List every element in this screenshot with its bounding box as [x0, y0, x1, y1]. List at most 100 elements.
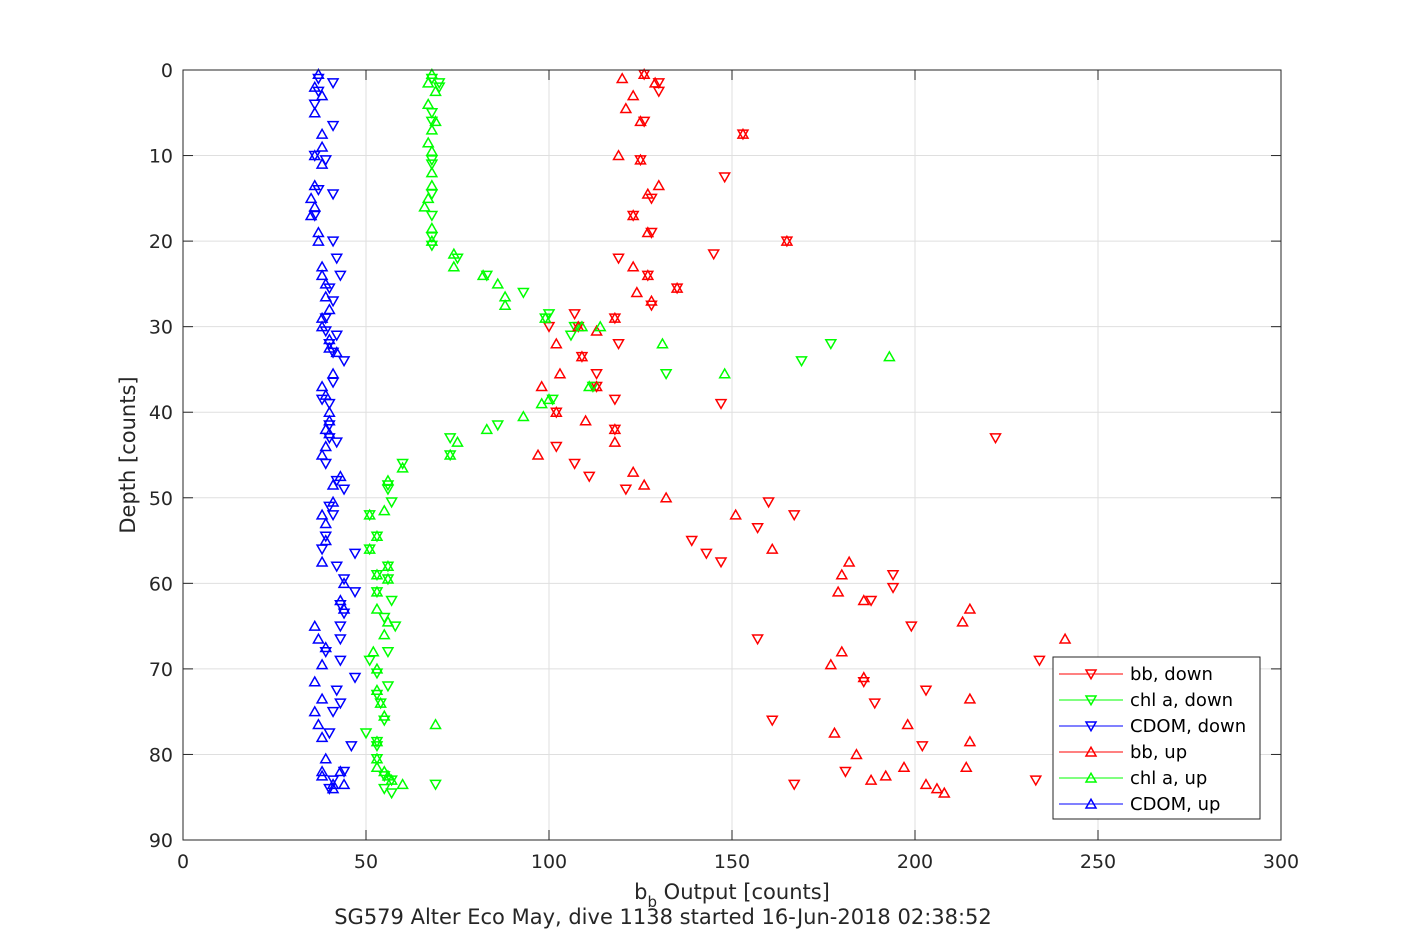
data-point	[645, 294, 658, 306]
legend: bb, down chl a, down CDOM, down bb, up chl a…	[1052, 656, 1261, 820]
x-axis-label: bb Output [counts]	[634, 880, 830, 911]
y-tick-label: 60	[149, 573, 173, 595]
data-point	[564, 330, 578, 342]
data-point	[385, 595, 398, 607]
x-axis-label-subscript: b	[647, 893, 657, 911]
data-point	[378, 765, 391, 777]
data-point	[886, 570, 900, 582]
series-4	[363, 68, 896, 790]
data-point	[659, 491, 673, 503]
y-tick-label: 70	[149, 659, 173, 681]
data-point	[315, 658, 329, 670]
data-point	[535, 380, 548, 392]
legend-entry: CDOM, down	[1059, 716, 1246, 737]
data-point	[425, 179, 439, 191]
data-point	[429, 718, 442, 730]
y-tick-label: 30	[149, 317, 173, 339]
data-point	[930, 782, 944, 794]
data-point	[718, 367, 731, 379]
data-point	[370, 662, 384, 674]
data-point	[304, 192, 318, 204]
legend-marker	[1084, 669, 1098, 681]
data-point	[337, 766, 351, 778]
data-point	[323, 341, 336, 353]
data-point	[378, 628, 391, 640]
data-point	[421, 97, 435, 109]
legend-label: bb, down	[1130, 664, 1213, 685]
data-point	[612, 339, 625, 351]
data-point	[326, 706, 340, 718]
data-point	[626, 465, 640, 477]
data-point	[334, 470, 347, 482]
legend-marker	[1084, 797, 1098, 809]
data-point	[323, 414, 336, 426]
legend-entry: bb, up	[1059, 742, 1187, 763]
data-point	[864, 773, 878, 785]
data-point	[421, 192, 435, 204]
data-point	[879, 769, 893, 781]
data-point	[795, 356, 808, 368]
data-point	[652, 78, 666, 90]
data-point	[425, 159, 439, 171]
data-point	[330, 330, 344, 342]
data-point	[831, 585, 845, 597]
data-point	[897, 761, 911, 773]
data-point	[330, 253, 344, 265]
data-point	[765, 715, 779, 727]
data-point	[634, 153, 647, 165]
data-point	[381, 615, 395, 627]
data-point	[959, 761, 973, 773]
data-point	[370, 602, 384, 614]
x-tick-label: 250	[1080, 851, 1116, 873]
data-point	[546, 394, 559, 406]
data-point	[312, 718, 325, 730]
data-point	[937, 786, 951, 798]
data-point	[608, 423, 622, 435]
data-point	[787, 510, 801, 522]
data-point	[630, 286, 644, 298]
legend-marker	[1084, 745, 1098, 757]
data-point	[429, 85, 442, 97]
data-point	[315, 731, 329, 743]
data-point	[315, 769, 329, 781]
data-point	[550, 441, 563, 453]
data-point	[626, 260, 640, 272]
data-point	[308, 619, 322, 631]
data-point	[326, 782, 340, 794]
data-point	[700, 548, 713, 560]
data-point	[868, 698, 882, 710]
data-point	[835, 568, 849, 580]
data-point	[575, 350, 589, 362]
x-tick-label: 300	[1263, 851, 1299, 873]
data-point	[381, 769, 395, 781]
data-point	[326, 478, 340, 490]
data-point	[396, 461, 409, 473]
data-point	[315, 127, 329, 139]
data-point	[334, 634, 347, 646]
data-point	[337, 577, 351, 589]
data-point	[864, 595, 878, 607]
data-point	[319, 440, 333, 452]
data-point	[425, 123, 439, 135]
data-point	[319, 534, 333, 546]
data-point	[315, 448, 329, 460]
data-point	[421, 136, 435, 148]
data-point	[517, 287, 530, 299]
data-point	[308, 200, 322, 212]
data-point	[850, 748, 863, 760]
data-point	[319, 531, 333, 543]
data-point	[568, 321, 581, 333]
data-point	[429, 115, 442, 127]
data-point	[363, 508, 376, 520]
data-point	[378, 504, 391, 516]
data-point	[374, 696, 387, 708]
data-point	[491, 420, 505, 432]
data-point	[381, 681, 395, 693]
data-point	[443, 448, 457, 460]
data-point	[323, 427, 336, 439]
data-point	[367, 645, 380, 657]
data-point	[334, 594, 347, 606]
data-point	[685, 535, 699, 547]
data-point	[425, 145, 439, 157]
y-tick-label: 20	[149, 231, 173, 253]
